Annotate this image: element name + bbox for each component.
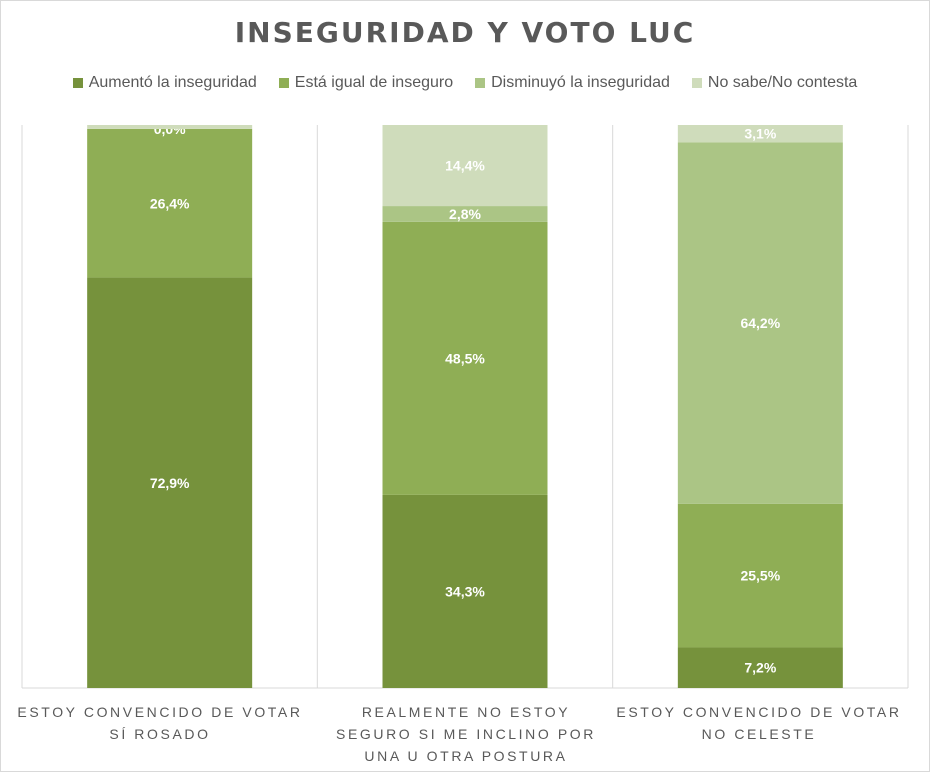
data-label: 14,4% <box>445 158 485 174</box>
bar-segment <box>677 647 843 688</box>
bar-segment <box>382 125 548 207</box>
category-label-no-seguro: REALMENTE NO ESTOY SEGURO SI ME INCLINO … <box>336 704 596 764</box>
bar-segment <box>382 494 548 688</box>
data-label: 72,9% <box>150 475 190 491</box>
bar-segment <box>382 221 548 495</box>
bar-segment <box>382 206 548 222</box>
legend-item-igual: Está igual de inseguro <box>278 74 454 92</box>
data-label: 64,2% <box>740 315 780 331</box>
bar-segment <box>677 503 843 648</box>
bar-segment <box>87 128 253 278</box>
data-label: 34,3% <box>445 583 485 599</box>
bar-segment <box>677 125 843 143</box>
legend-label-igual: Está igual de inseguro <box>294 74 454 91</box>
legend-item-disminuyo: Disminuyó la inseguridad <box>475 74 670 92</box>
data-label: 3,1% <box>744 126 776 142</box>
legend-item-aumento: Aumentó la inseguridad <box>72 74 257 92</box>
chart-title: INSEGURIDAD Y VOTO LUC <box>234 16 696 49</box>
legend-swatch-nosabe <box>691 78 702 88</box>
data-label: 48,5% <box>445 350 485 366</box>
legend: Aumentó la inseguridad Está igual de ins… <box>0 74 930 92</box>
legend-label-disminuyo: Disminuyó la inseguridad <box>491 74 670 91</box>
bar-segment <box>87 277 253 688</box>
category-label-si-rosado: ESTOY CONVENCIDO DE VOTAR SÍ ROSADO <box>17 704 303 742</box>
legend-swatch-disminuyo <box>475 78 486 88</box>
data-label: 26,4% <box>150 195 190 211</box>
category-label-no-celeste: ESTOY CONVENCIDO DE VOTAR NO CELESTE <box>616 704 902 742</box>
legend-label-aumento: Aumentó la inseguridad <box>88 74 257 91</box>
bar-segment <box>87 125 253 129</box>
bar-segment <box>677 142 843 504</box>
legend-item-nosabe: No sabe/No contesta <box>691 74 858 92</box>
legend-swatch-aumento <box>72 78 83 88</box>
data-label: 2,8% <box>449 206 481 222</box>
data-label: 7,2% <box>744 660 776 676</box>
data-label: 25,5% <box>740 568 780 584</box>
legend-label-nosabe: No sabe/No contesta <box>707 74 858 91</box>
legend-swatch-igual <box>278 78 289 88</box>
